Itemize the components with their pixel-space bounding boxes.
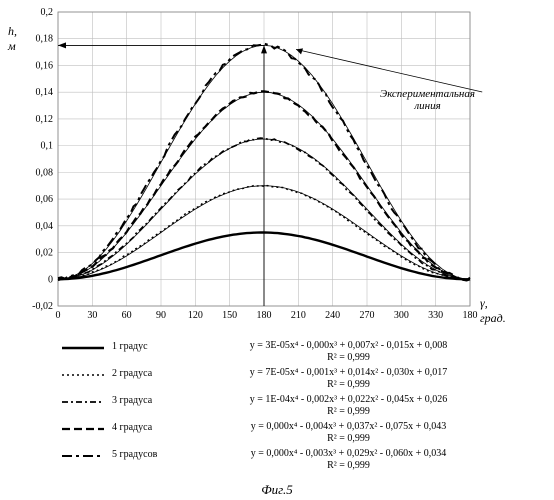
legend: 1 градусy = 3E-05x⁴ - 0,000x³ + 0,007x² … xyxy=(60,340,520,475)
legend-swatch-s1 xyxy=(60,340,106,354)
svg-text:60: 60 xyxy=(122,310,132,321)
legend-swatch-s3 xyxy=(60,394,106,408)
svg-text:270: 270 xyxy=(360,310,375,321)
svg-text:0: 0 xyxy=(56,310,61,321)
x-axis-label: γ, град. xyxy=(480,296,506,326)
legend-equation: y = 1E-04x⁴ - 0,002x³ + 0,022x² - 0,045x… xyxy=(177,394,520,418)
svg-text:0: 0 xyxy=(48,274,53,285)
svg-text:0,06: 0,06 xyxy=(36,194,54,205)
legend-row-s3: 3 градусаy = 1E-04x⁴ - 0,002x³ + 0,022x²… xyxy=(60,394,520,421)
y-axis-label: h, м xyxy=(8,24,17,54)
legend-label: 4 градуса xyxy=(112,421,177,433)
chart-plot: 0306090120150180210240270300330180-0,020… xyxy=(0,0,554,330)
legend-equation: y = 0,000x⁴ - 0,004x³ + 0,037x² - 0,075x… xyxy=(177,421,520,445)
svg-text:0,12: 0,12 xyxy=(36,114,54,125)
svg-text:180: 180 xyxy=(257,310,272,321)
annotation-text: Экспериментальная линия xyxy=(380,88,475,112)
svg-text:150: 150 xyxy=(222,310,237,321)
legend-label: 1 градус xyxy=(112,340,177,352)
svg-text:240: 240 xyxy=(325,310,340,321)
svg-text:210: 210 xyxy=(291,310,306,321)
figure-container: { "chart": { "type": "line", "width_px":… xyxy=(0,0,554,500)
svg-text:0,18: 0,18 xyxy=(36,34,54,45)
svg-text:0,04: 0,04 xyxy=(36,221,54,232)
legend-row-s1: 1 градусy = 3E-05x⁴ - 0,000x³ + 0,007x² … xyxy=(60,340,520,367)
legend-swatch-s2 xyxy=(60,367,106,381)
svg-text:0,14: 0,14 xyxy=(36,87,54,98)
svg-text:120: 120 xyxy=(188,310,203,321)
svg-text:0,2: 0,2 xyxy=(41,7,54,18)
svg-text:300: 300 xyxy=(394,310,409,321)
legend-row-s4: 4 градусаy = 0,000x⁴ - 0,004x³ + 0,037x²… xyxy=(60,421,520,448)
svg-text:180: 180 xyxy=(463,310,478,321)
legend-equation: y = 3E-05x⁴ - 0,000x³ + 0,007x² - 0,015x… xyxy=(177,340,520,364)
svg-text:90: 90 xyxy=(156,310,166,321)
legend-equation: y = 7E-05x⁴ - 0,001x³ + 0,014x² - 0,030x… xyxy=(177,367,520,391)
svg-text:0,02: 0,02 xyxy=(36,248,54,259)
svg-text:-0,02: -0,02 xyxy=(32,301,53,312)
legend-swatch-s4 xyxy=(60,421,106,435)
legend-equation: y = 0,000x⁴ - 0,003x³ + 0,029x² - 0,060x… xyxy=(177,448,520,472)
svg-text:330: 330 xyxy=(428,310,443,321)
svg-text:0,1: 0,1 xyxy=(41,141,54,152)
legend-swatch-s5 xyxy=(60,448,106,462)
figure-caption: Фиг.5 xyxy=(0,482,554,498)
legend-row-s2: 2 градусаy = 7E-05x⁴ - 0,001x³ + 0,014x²… xyxy=(60,367,520,394)
svg-text:30: 30 xyxy=(87,310,97,321)
legend-label: 3 градуса xyxy=(112,394,177,406)
legend-label: 5 градусов xyxy=(112,448,177,460)
svg-text:0,16: 0,16 xyxy=(36,60,54,71)
svg-text:0,08: 0,08 xyxy=(36,167,54,178)
legend-row-s5: 5 градусовy = 0,000x⁴ - 0,003x³ + 0,029x… xyxy=(60,448,520,475)
legend-label: 2 градуса xyxy=(112,367,177,379)
